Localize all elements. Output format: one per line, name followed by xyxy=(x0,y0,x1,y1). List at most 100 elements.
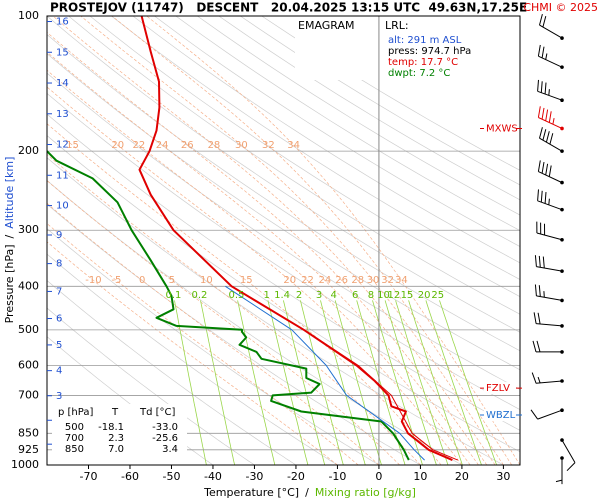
mixing-ratio-line xyxy=(320,300,366,465)
y2-label: Altitude [km] xyxy=(3,157,16,229)
y2-tick-label: 8 xyxy=(56,259,62,270)
dry-adiabat xyxy=(47,157,505,465)
dry-adiabat xyxy=(68,16,520,315)
wind-barb xyxy=(536,221,563,241)
station-alt: alt: 291 m ASL xyxy=(388,35,462,46)
mixing-ratio-line xyxy=(334,300,382,465)
y-tick-label: 200 xyxy=(18,144,39,157)
moist-adiabat-label: 24 xyxy=(156,140,169,151)
y2-tick-label: 10 xyxy=(56,201,69,212)
profile-line xyxy=(225,285,425,461)
y2-tick-label: 7 xyxy=(56,286,62,297)
moist-adiabat-label: 32 xyxy=(381,275,394,286)
y2-tick-label: 6 xyxy=(56,314,62,325)
mixing-ratio-label: 3 xyxy=(316,290,322,301)
profiles xyxy=(47,16,458,462)
moist-adiabat-label: 34 xyxy=(395,275,408,286)
mixing-ratio-label: 25 xyxy=(431,290,444,301)
profile-line xyxy=(47,150,410,461)
x-tick-label: -50 xyxy=(162,470,180,483)
profile-line xyxy=(231,285,458,461)
wind-station xyxy=(560,126,564,131)
table-cell: 850 xyxy=(65,444,84,455)
x-tick-label: 0 xyxy=(375,470,382,483)
level-label-bg xyxy=(484,409,516,422)
moist-adiabat-label: 22 xyxy=(133,140,146,151)
wind-barb xyxy=(534,255,563,272)
x-tick-label: -30 xyxy=(245,470,263,483)
moist-adiabat-label: 30 xyxy=(235,140,248,151)
table-cell: 2.3 xyxy=(108,433,124,444)
station-temp: temp: 17.7 °C xyxy=(388,57,458,68)
moist-adiabat xyxy=(47,202,380,465)
y-axis-label: Pressure [hPa] / Altitude [km] xyxy=(3,157,16,324)
station-press: press: 974.7 hPa xyxy=(388,46,471,57)
wind-station xyxy=(560,408,564,412)
mixing-ratio-line xyxy=(439,300,498,465)
y-tick-label: 600 xyxy=(18,358,39,371)
dry-adiabat xyxy=(47,307,256,465)
mixing-ratio-line xyxy=(174,300,207,465)
y-tick-label: 300 xyxy=(18,223,39,236)
dry-adiabat xyxy=(47,53,520,371)
y-tick-label: 925 xyxy=(18,443,39,456)
dry-adiabat xyxy=(47,72,520,390)
mixing-ratio-label: 10 xyxy=(377,290,390,301)
moist-adiabat-label: 15 xyxy=(240,275,253,286)
table-cell: 700 xyxy=(65,433,84,444)
mixing-ratio-line xyxy=(425,300,482,465)
level-label-bg xyxy=(484,382,516,395)
mixing-ratio-line xyxy=(300,300,344,465)
dry-adiabat xyxy=(47,280,297,465)
plot-frame xyxy=(46,15,521,466)
mixing-ratio-line xyxy=(267,300,309,465)
wind-station xyxy=(560,237,564,242)
dry-adiabat xyxy=(111,16,520,280)
mixing-ratio-label: 4 xyxy=(331,290,337,301)
dry-adiabat xyxy=(89,16,520,298)
wind-barb xyxy=(530,409,563,420)
wind-station xyxy=(560,269,564,273)
moist-adiabat-label: -5 xyxy=(111,275,121,286)
wind-station xyxy=(560,456,564,460)
moist-adiabat xyxy=(47,31,488,465)
table-cell: 3.4 xyxy=(162,444,178,455)
mixing-ratio-label: 0.1 xyxy=(166,290,182,301)
dry-adiabat xyxy=(47,92,520,411)
background-lines xyxy=(47,16,520,465)
y2-tick-label: 15 xyxy=(56,47,69,58)
moist-adiabat-label: 30 xyxy=(367,275,380,286)
x-tick-label: -60 xyxy=(121,470,139,483)
level-label: MXWS xyxy=(486,123,518,134)
wind-station xyxy=(560,65,564,69)
wind-station xyxy=(560,438,564,442)
y2-tick-label: 16 xyxy=(56,17,69,28)
moist-adiabat-label: 26 xyxy=(335,275,348,286)
x-tick-label: -20 xyxy=(287,470,305,483)
mixing-ratio-label: 0.2 xyxy=(191,290,207,301)
table-cell: -33.0 xyxy=(152,422,178,433)
station-box xyxy=(382,18,480,80)
wind-station xyxy=(560,98,564,102)
table: p [hPa] T Td [°C] 500 -18.1 -33.0 700 2.3 -25.6 8… xyxy=(58,407,178,455)
wind-barb xyxy=(537,189,563,211)
y2-tick-label: 13 xyxy=(56,109,69,120)
mixing-ratio-label: 0.5 xyxy=(228,290,244,301)
moist-adiabat-label: 26 xyxy=(181,140,194,151)
y2-tick-label: 3 xyxy=(56,391,62,402)
dry-adiabat xyxy=(154,16,520,247)
moist-adiabat-label: 20 xyxy=(111,140,124,151)
x-axis-label: Temperature [°C] / Mixing ratio [g/kg] xyxy=(203,486,416,499)
wind-barb xyxy=(534,284,563,301)
mixing-ratio-label: 1 xyxy=(263,290,269,301)
wind-barb xyxy=(555,458,563,485)
moist-adiabat-label: 5 xyxy=(169,275,175,286)
station-dwpt: dwpt: 7.2 °C xyxy=(388,68,450,79)
dry-adiabat xyxy=(47,16,520,333)
wind-station xyxy=(560,379,564,383)
x-tick-label: -10 xyxy=(328,470,346,483)
level-label: WBZL xyxy=(486,410,516,421)
x-tick-label: -40 xyxy=(204,470,222,483)
station-title: LRL: xyxy=(385,19,409,32)
